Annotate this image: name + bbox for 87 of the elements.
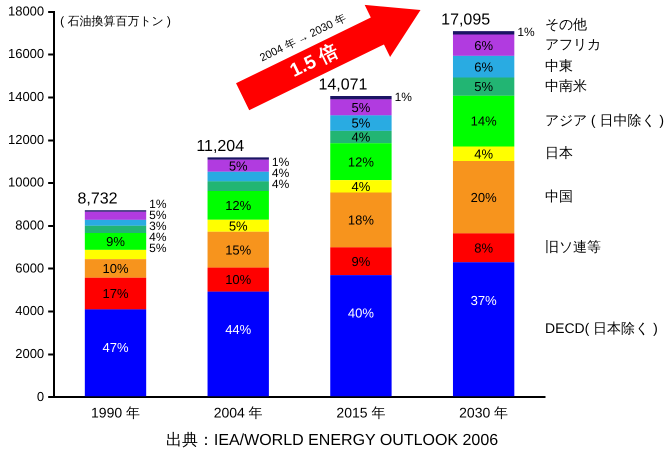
annotation: 20% [470, 190, 498, 205]
bar [84, 212, 146, 220]
bar [452, 34, 514, 56]
bar [84, 309, 146, 396]
bar [208, 181, 269, 192]
text: 日本 [545, 144, 573, 161]
annotation: 9% [106, 234, 126, 250]
y-axis-title: ( 石油換算百万トン ) [60, 14, 171, 28]
bar [452, 146, 514, 162]
bar [330, 115, 392, 131]
x-tick-label: 2015 年 [336, 404, 386, 420]
text: 旧ソ連等 [545, 238, 601, 255]
annotation: 4% [352, 178, 371, 194]
bar [330, 96, 392, 100]
bar [208, 232, 269, 268]
bar [452, 31, 514, 34]
bar [208, 157, 269, 160]
bar [452, 78, 514, 96]
bar [208, 268, 269, 292]
y-tick-label: 10000 [8, 174, 44, 190]
bar [330, 99, 392, 116]
annotation: 37% [470, 292, 498, 308]
total-label: 17,095 [441, 11, 490, 28]
bar [330, 247, 392, 276]
text: アジア ( 日中除く ) [545, 112, 664, 128]
annotation: 6% [474, 38, 494, 53]
x-tick-label: 2004 年 [214, 404, 263, 420]
bar [84, 278, 146, 310]
total-label: 14,071 [318, 76, 368, 94]
annotation: 5% [352, 116, 371, 131]
annotation: 12% [348, 154, 374, 170]
annotation: 18% [348, 212, 374, 228]
y-tick-label: 16000 [8, 46, 44, 62]
annotation: 47% [102, 340, 129, 355]
bar [452, 56, 514, 78]
y-tick-label: 8000 [15, 217, 44, 232]
annotation: 14% [470, 114, 498, 129]
bar [330, 192, 392, 248]
annotation: 44% [225, 322, 252, 338]
y-tick-label: 0 [36, 388, 44, 404]
y-tick-label: 12000 [8, 132, 44, 147]
annotation: 5% [474, 79, 494, 94]
text: アフリカ [545, 36, 601, 52]
annotation: 40% [348, 306, 374, 321]
bar [330, 143, 392, 180]
annotation: 4% [474, 146, 494, 162]
bar [452, 233, 514, 262]
text: 中南米 [545, 77, 587, 94]
y-tick-label: 2000 [15, 346, 44, 361]
bar [84, 226, 146, 233]
annotation: 10% [225, 272, 252, 288]
bar [452, 262, 514, 396]
annotation: 4% [352, 130, 371, 145]
annotation: 6% [474, 59, 494, 74]
y-tick-label: 4000 [15, 303, 44, 318]
bar [208, 172, 269, 182]
y-tick-label: 18000 [8, 3, 44, 18]
annotation: 1% [517, 25, 535, 40]
annotation: 5% [228, 218, 248, 234]
bar [208, 191, 269, 220]
y-tick-label: 14000 [8, 89, 44, 104]
total-label: 11,204 [196, 138, 244, 155]
x-tick-label: 2030 年 [459, 404, 508, 420]
annotation: 1% [394, 90, 412, 104]
total-label: 8,732 [77, 190, 118, 208]
annotation: 5% [352, 100, 371, 115]
annotation: 15% [225, 242, 252, 258]
bar [330, 275, 392, 396]
annotation: 17% [102, 286, 129, 302]
annotation: 9% [352, 254, 371, 269]
bar [452, 161, 514, 234]
text: その他 [545, 16, 587, 32]
x-tick-label: 1990 年 [90, 404, 140, 420]
bar [452, 96, 514, 146]
bar [84, 232, 146, 250]
text: DECD( 日本除く ) [545, 320, 658, 336]
annotation: 10% [102, 260, 129, 276]
text: 中東 [545, 58, 573, 74]
annotation: 8% [474, 240, 494, 256]
annotation: 12% [225, 198, 252, 213]
text: 中国 [545, 188, 573, 204]
bar [208, 292, 269, 396]
y-tick-label: 6000 [15, 260, 44, 276]
bar [84, 220, 146, 226]
bar [84, 250, 146, 260]
annotation: 5% [228, 158, 248, 174]
source-note: 出典：IEA/WORLD ENERGY OUTLOOK 2006 [164, 430, 500, 451]
